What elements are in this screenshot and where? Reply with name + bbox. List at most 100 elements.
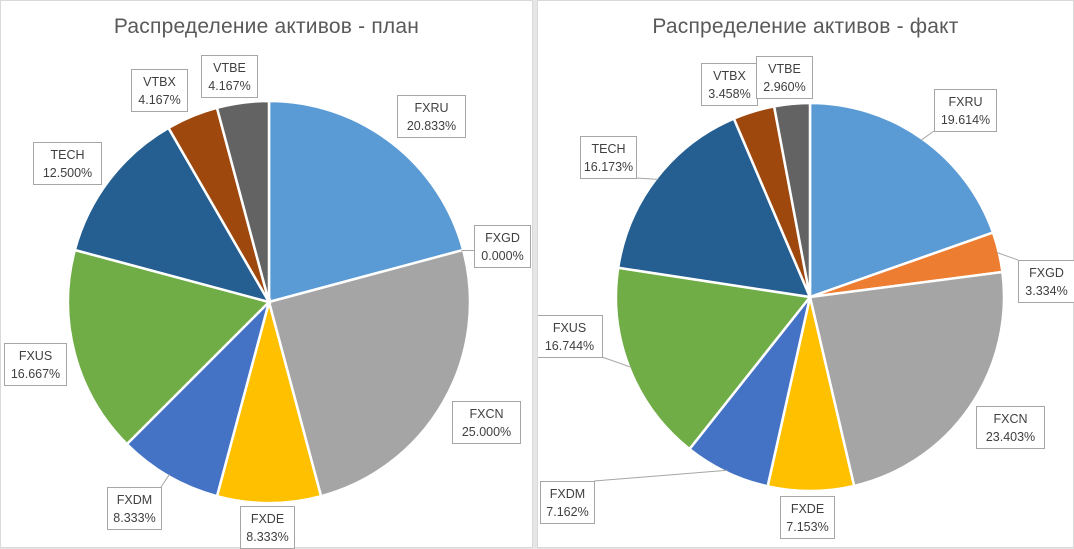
value-label: 19.614% (941, 113, 990, 127)
data-label-fxgd: FXGD 3.334% (1018, 260, 1074, 303)
data-label-box (33, 142, 102, 185)
leader-line-fxus (601, 356, 632, 368)
pie-slice-fxde (215, 297, 323, 505)
value-label: 25.000% (462, 425, 511, 439)
pie-chart-fact: FXRU 19.614% FXGD 3.334% FXCN 23.403% FXDE 7.15… (538, 56, 1074, 539)
pie-slice-fxcn (808, 270, 1006, 488)
category-label: FXDM (550, 487, 585, 501)
data-label-tech: TECH 12.500% (33, 142, 102, 185)
leader-line-tech (635, 177, 659, 180)
value-label: 16.173% (584, 160, 633, 174)
data-label-box (240, 506, 295, 549)
category-label: VTBX (713, 69, 746, 83)
data-label-box (201, 55, 258, 98)
data-label-fxcn: FXCN 25.000% (452, 401, 521, 444)
data-label-box (934, 89, 997, 132)
value-label: 16.744% (545, 339, 594, 353)
value-label: 7.162% (546, 505, 588, 519)
data-labels: FXRU 20.833% FXGD 0.000% FXCN 25.000% FXDE 8.33… (4, 55, 531, 549)
value-label: 0.000% (481, 249, 523, 263)
data-labels: FXRU 19.614% FXGD 3.334% FXCN 23.403% FXDE 7.15… (538, 56, 1074, 539)
data-label-vtbe: VTBE 2.960% (756, 56, 813, 99)
value-label: 4.167% (138, 93, 180, 107)
data-label-tech: TECH 16.173% (580, 136, 637, 179)
pie-slice-fxus (614, 266, 813, 451)
category-label: VTBE (213, 61, 246, 75)
chart-panel-plan: Распределение активов - план FXRU 20.833%… (0, 0, 533, 549)
data-label-box (397, 95, 466, 138)
chart-title: Распределение активов - план (113, 15, 420, 38)
value-label: 12.500% (43, 166, 92, 180)
data-label-box (474, 225, 531, 268)
data-label-box (976, 406, 1045, 449)
leader-line-fxgd (996, 252, 1019, 261)
data-label-fxdm: FXDM 7.162% (540, 481, 595, 524)
category-label: VTBX (143, 75, 176, 89)
pie-slices (66, 99, 472, 505)
data-label-vtbe: VTBE 4.167% (201, 55, 258, 98)
category-label: FXDM (117, 493, 152, 507)
category-label: VTBE (768, 62, 801, 76)
chart-panel-fact: Распределение активов - факт FXRU 19.614%… (537, 0, 1074, 548)
value-label: 7.153% (786, 520, 828, 534)
data-label-box (538, 315, 603, 358)
data-label-fxdm: FXDM 8.333% (107, 487, 162, 530)
leader-line-fxdm (160, 474, 170, 488)
pie-slice-vtbe (215, 99, 271, 303)
pie-slice-vtbe (772, 101, 812, 298)
chart-title: Распределение активов - факт (652, 15, 959, 38)
data-label-fxru: FXRU 20.833% (397, 95, 466, 138)
value-label: 16.667% (11, 367, 60, 381)
data-label-box (1018, 260, 1074, 303)
category-label: FXRU (414, 101, 448, 115)
value-label: 20.833% (407, 119, 456, 133)
leader-line-fxru (920, 130, 935, 141)
category-label: FXDE (791, 502, 824, 516)
data-label-fxus: FXUS 16.667% (4, 343, 67, 386)
data-label-box (701, 63, 758, 106)
data-label-box (540, 481, 595, 524)
value-label: 4.167% (208, 79, 250, 93)
category-label: FXUS (19, 349, 52, 363)
value-label: 3.334% (1025, 284, 1067, 298)
value-label: 8.333% (246, 530, 288, 544)
pie-chart-plan: FXRU 20.833% FXGD 0.000% FXCN 25.000% FXDE 8.33… (4, 55, 531, 549)
pie-slice-fxus (66, 248, 272, 446)
value-label: 2.960% (763, 80, 805, 94)
value-label: 8.333% (113, 511, 155, 525)
data-label-vtbx: VTBX 3.458% (701, 63, 758, 106)
category-label: FXUS (553, 321, 586, 335)
data-label-fxus: FXUS 16.744% (538, 315, 603, 358)
category-label: FXCN (469, 407, 503, 421)
data-label-box (580, 136, 637, 179)
pie-slice-tech (616, 116, 813, 299)
category-label: TECH (50, 148, 84, 162)
category-label: FXGD (485, 231, 520, 245)
leader-lines (160, 250, 474, 488)
pie-slices (614, 101, 1006, 493)
pie-slice-fxru (267, 99, 465, 304)
leader-lines (593, 130, 1019, 482)
data-label-box (107, 487, 162, 530)
data-label-box (756, 56, 813, 99)
pie-slice-tech (73, 126, 272, 304)
data-label-fxde: FXDE 8.333% (240, 506, 295, 549)
value-label: 3.458% (708, 87, 750, 101)
data-label-box (4, 343, 67, 386)
data-label-fxcn: FXCN 23.403% (976, 406, 1045, 449)
category-label: FXCN (993, 412, 1027, 426)
data-label-fxru: FXRU 19.614% (934, 89, 997, 132)
category-label: TECH (591, 142, 625, 156)
data-label-fxde: FXDE 7.153% (780, 496, 835, 539)
data-label-box (780, 496, 835, 539)
data-label-box (452, 401, 521, 444)
leader-line-fxdm (593, 469, 728, 482)
data-label-fxgd: FXGD 0.000% (474, 225, 531, 268)
data-label-vtbx: VTBX 4.167% (131, 69, 188, 112)
category-label: FXDE (251, 512, 284, 526)
data-label-box (131, 69, 188, 112)
pie-slice-fxcn (267, 248, 472, 498)
value-label: 23.403% (986, 430, 1035, 444)
category-label: FXGD (1029, 266, 1064, 280)
category-label: FXRU (948, 95, 982, 109)
